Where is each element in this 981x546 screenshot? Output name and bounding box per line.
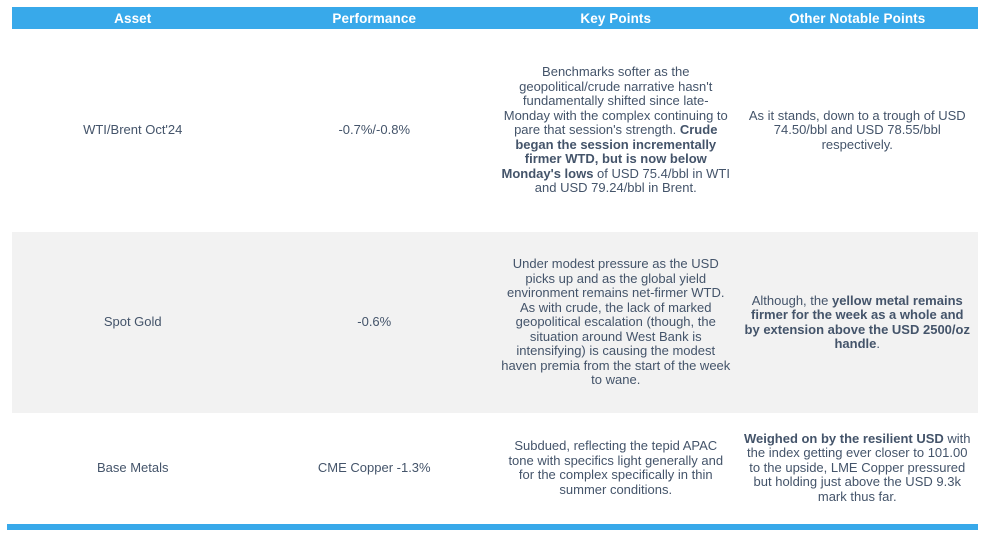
header-cell-key-points: Key Points: [580, 10, 652, 26]
commodities-recap-table: Asset Performance Key Points Other Notab…: [12, 7, 978, 523]
key-points-cell: Subdued, reflecting the tepid APAC tone …: [495, 413, 737, 523]
performance-cell: -0.6%: [254, 232, 496, 413]
other-notable-points-cell: Although, the yellow metal remains firme…: [737, 232, 979, 413]
table-header-row: Asset Performance Key Points Other Notab…: [12, 7, 978, 29]
performance-cell: -0.7%/-0.8%: [254, 29, 496, 232]
performance-value: -0.6%: [357, 314, 392, 330]
other-notable-points-text: Although, the yellow metal remains firme…: [744, 292, 970, 351]
asset-cell: Spot Gold: [12, 232, 254, 413]
performance-cell: CME Copper -1.3%: [254, 413, 496, 523]
other-notable-points-cell: As it stands, down to a trough of USD 74…: [737, 29, 979, 232]
other-notable-points-text: Weighed on by the resilient USD with the…: [743, 430, 971, 504]
header-cell-performance: Performance: [332, 10, 417, 26]
asset-value: WTI/Brent Oct'24: [83, 122, 183, 138]
header-cell-other-notable-points: Other Notable Points: [789, 10, 926, 26]
performance-value: -0.7%/-0.8%: [338, 122, 411, 138]
asset-cell: WTI/Brent Oct'24: [12, 29, 254, 232]
key-points-text: Benchmarks softer as the geopolitical/cr…: [501, 64, 730, 196]
other-notable-points-text: As it stands, down to a trough of USD 74…: [748, 107, 966, 152]
header-cell-asset: Asset: [114, 10, 152, 26]
performance-value: CME Copper -1.3%: [317, 459, 431, 475]
asset-cell: Base Metals: [12, 413, 254, 523]
key-points-text: Under modest pressure as the USD picks u…: [501, 256, 731, 388]
asset-value: Spot Gold: [103, 314, 162, 330]
table-row-base-metals: Base Metals CME Copper -1.3% Subdued, re…: [12, 413, 978, 523]
table-row-spot-gold: Spot Gold -0.6% Under modest pressure as…: [12, 232, 978, 413]
bottom-accent-rule: [7, 524, 978, 530]
other-notable-points-cell: Weighed on by the resilient USD with the…: [737, 413, 979, 523]
key-points-cell: Benchmarks softer as the geopolitical/cr…: [495, 29, 737, 232]
key-points-text: Subdued, reflecting the tepid APAC tone …: [508, 438, 724, 497]
table-row-wti-brent: WTI/Brent Oct'24 -0.7%/-0.8% Benchmarks …: [12, 29, 978, 232]
key-points-cell: Under modest pressure as the USD picks u…: [495, 232, 737, 413]
asset-value: Base Metals: [96, 459, 169, 475]
